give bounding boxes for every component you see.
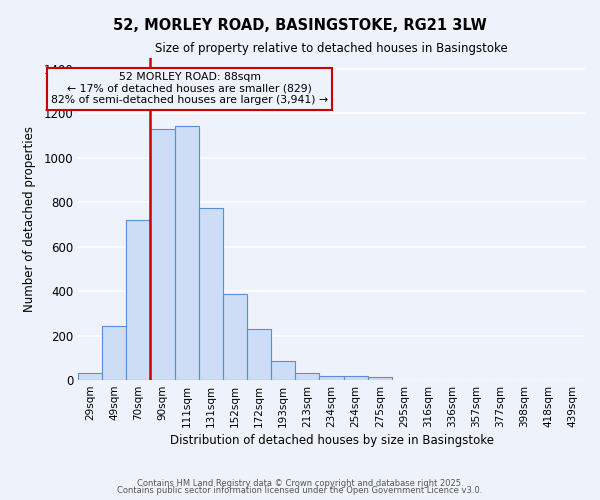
Bar: [199, 208, 223, 380]
Text: 52 MORLEY ROAD: 88sqm
← 17% of detached houses are smaller (829)
82% of semi-det: 52 MORLEY ROAD: 88sqm ← 17% of detached …: [51, 72, 328, 105]
Text: Contains public sector information licensed under the Open Government Licence v3: Contains public sector information licen…: [118, 486, 482, 495]
Bar: [223, 294, 247, 380]
Y-axis label: Number of detached properties: Number of detached properties: [23, 126, 37, 312]
Title: Size of property relative to detached houses in Basingstoke: Size of property relative to detached ho…: [155, 42, 508, 55]
Bar: [368, 376, 392, 380]
Text: Contains HM Land Registry data © Crown copyright and database right 2025.: Contains HM Land Registry data © Crown c…: [137, 478, 463, 488]
Bar: [102, 326, 126, 380]
Bar: [271, 361, 295, 380]
Bar: [247, 329, 271, 380]
Bar: [319, 376, 344, 380]
Bar: [78, 374, 102, 380]
X-axis label: Distribution of detached houses by size in Basingstoke: Distribution of detached houses by size …: [170, 434, 493, 447]
Bar: [344, 376, 368, 380]
Bar: [295, 374, 319, 380]
Bar: [151, 128, 175, 380]
Text: 52, MORLEY ROAD, BASINGSTOKE, RG21 3LW: 52, MORLEY ROAD, BASINGSTOKE, RG21 3LW: [113, 18, 487, 32]
Bar: [126, 220, 151, 380]
Bar: [175, 126, 199, 380]
